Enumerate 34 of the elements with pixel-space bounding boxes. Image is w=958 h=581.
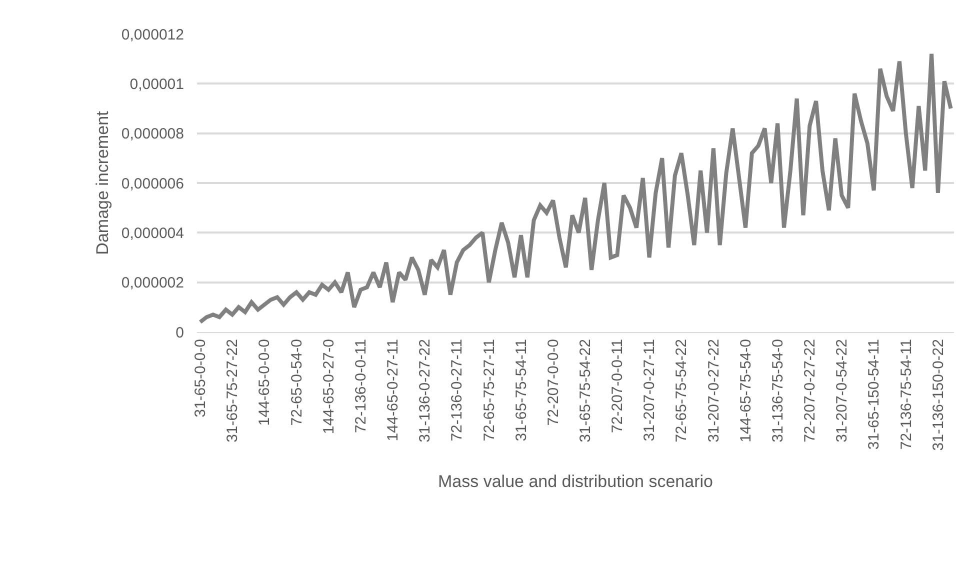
- y-tick-label: 0,000008: [121, 126, 184, 143]
- x-tick-label: 72-65-75-54-22: [673, 339, 690, 442]
- y-tick-label: 0,000004: [121, 224, 184, 242]
- x-tick-label: 72-65-75-27-11: [480, 339, 498, 442]
- x-tick-label: 31-65-75-27-22: [224, 339, 242, 442]
- x-axis-title: Mass value and distribution scenario: [438, 472, 713, 492]
- x-tick-label: 72-207-0-0-11: [609, 339, 626, 433]
- x-tick-label: 31-207-0-27-22: [705, 339, 722, 442]
- y-tick-label: 0,000002: [121, 274, 184, 292]
- x-tick-label: 72-136-0-0-11: [352, 339, 370, 433]
- x-tick-label: 31-136-150-0-22: [930, 339, 947, 451]
- x-tick-label: 144-65-75-54-0: [737, 339, 754, 442]
- x-tick-label: 72-207-0-0-0: [544, 339, 562, 426]
- x-tick-label: 72-136-75-54-11: [898, 339, 915, 450]
- x-tick-label: 31-207-0-54-22: [834, 339, 851, 442]
- x-tick-label: 31-65-75-54-22: [576, 339, 594, 442]
- y-tick-label: 0,000012: [121, 26, 184, 44]
- x-tick-label: 144-65-0-0-0: [256, 339, 274, 426]
- y-tick-label: 0,00001: [130, 76, 184, 93]
- x-tick-label: 31-65-150-54-11: [866, 339, 883, 450]
- x-tick-label: 72-136-0-27-11: [448, 339, 466, 442]
- x-tick-label: 72-65-0-54-0: [288, 339, 306, 426]
- y-tick-label: 0,000006: [121, 175, 184, 192]
- x-tick-label: 31-65-0-0-0: [192, 339, 210, 418]
- y-axis-title: Damage increment: [92, 110, 112, 255]
- x-tick-label: 31-207-0-27-11: [641, 339, 658, 442]
- x-tick-label: 144-65-0-27-11: [384, 339, 402, 442]
- y-tick-label: 0: [176, 324, 184, 342]
- x-tick-label: 72-207-0-27-22: [802, 339, 819, 442]
- x-tick-label: 31-65-75-54-11: [512, 339, 530, 442]
- x-tick-label: 31-136-75-54-0: [769, 339, 786, 442]
- x-tick-label: 31-136-0-27-22: [416, 339, 434, 442]
- x-tick-label: 144-65-0-27-0: [320, 339, 338, 434]
- line-series: [198, 52, 953, 324]
